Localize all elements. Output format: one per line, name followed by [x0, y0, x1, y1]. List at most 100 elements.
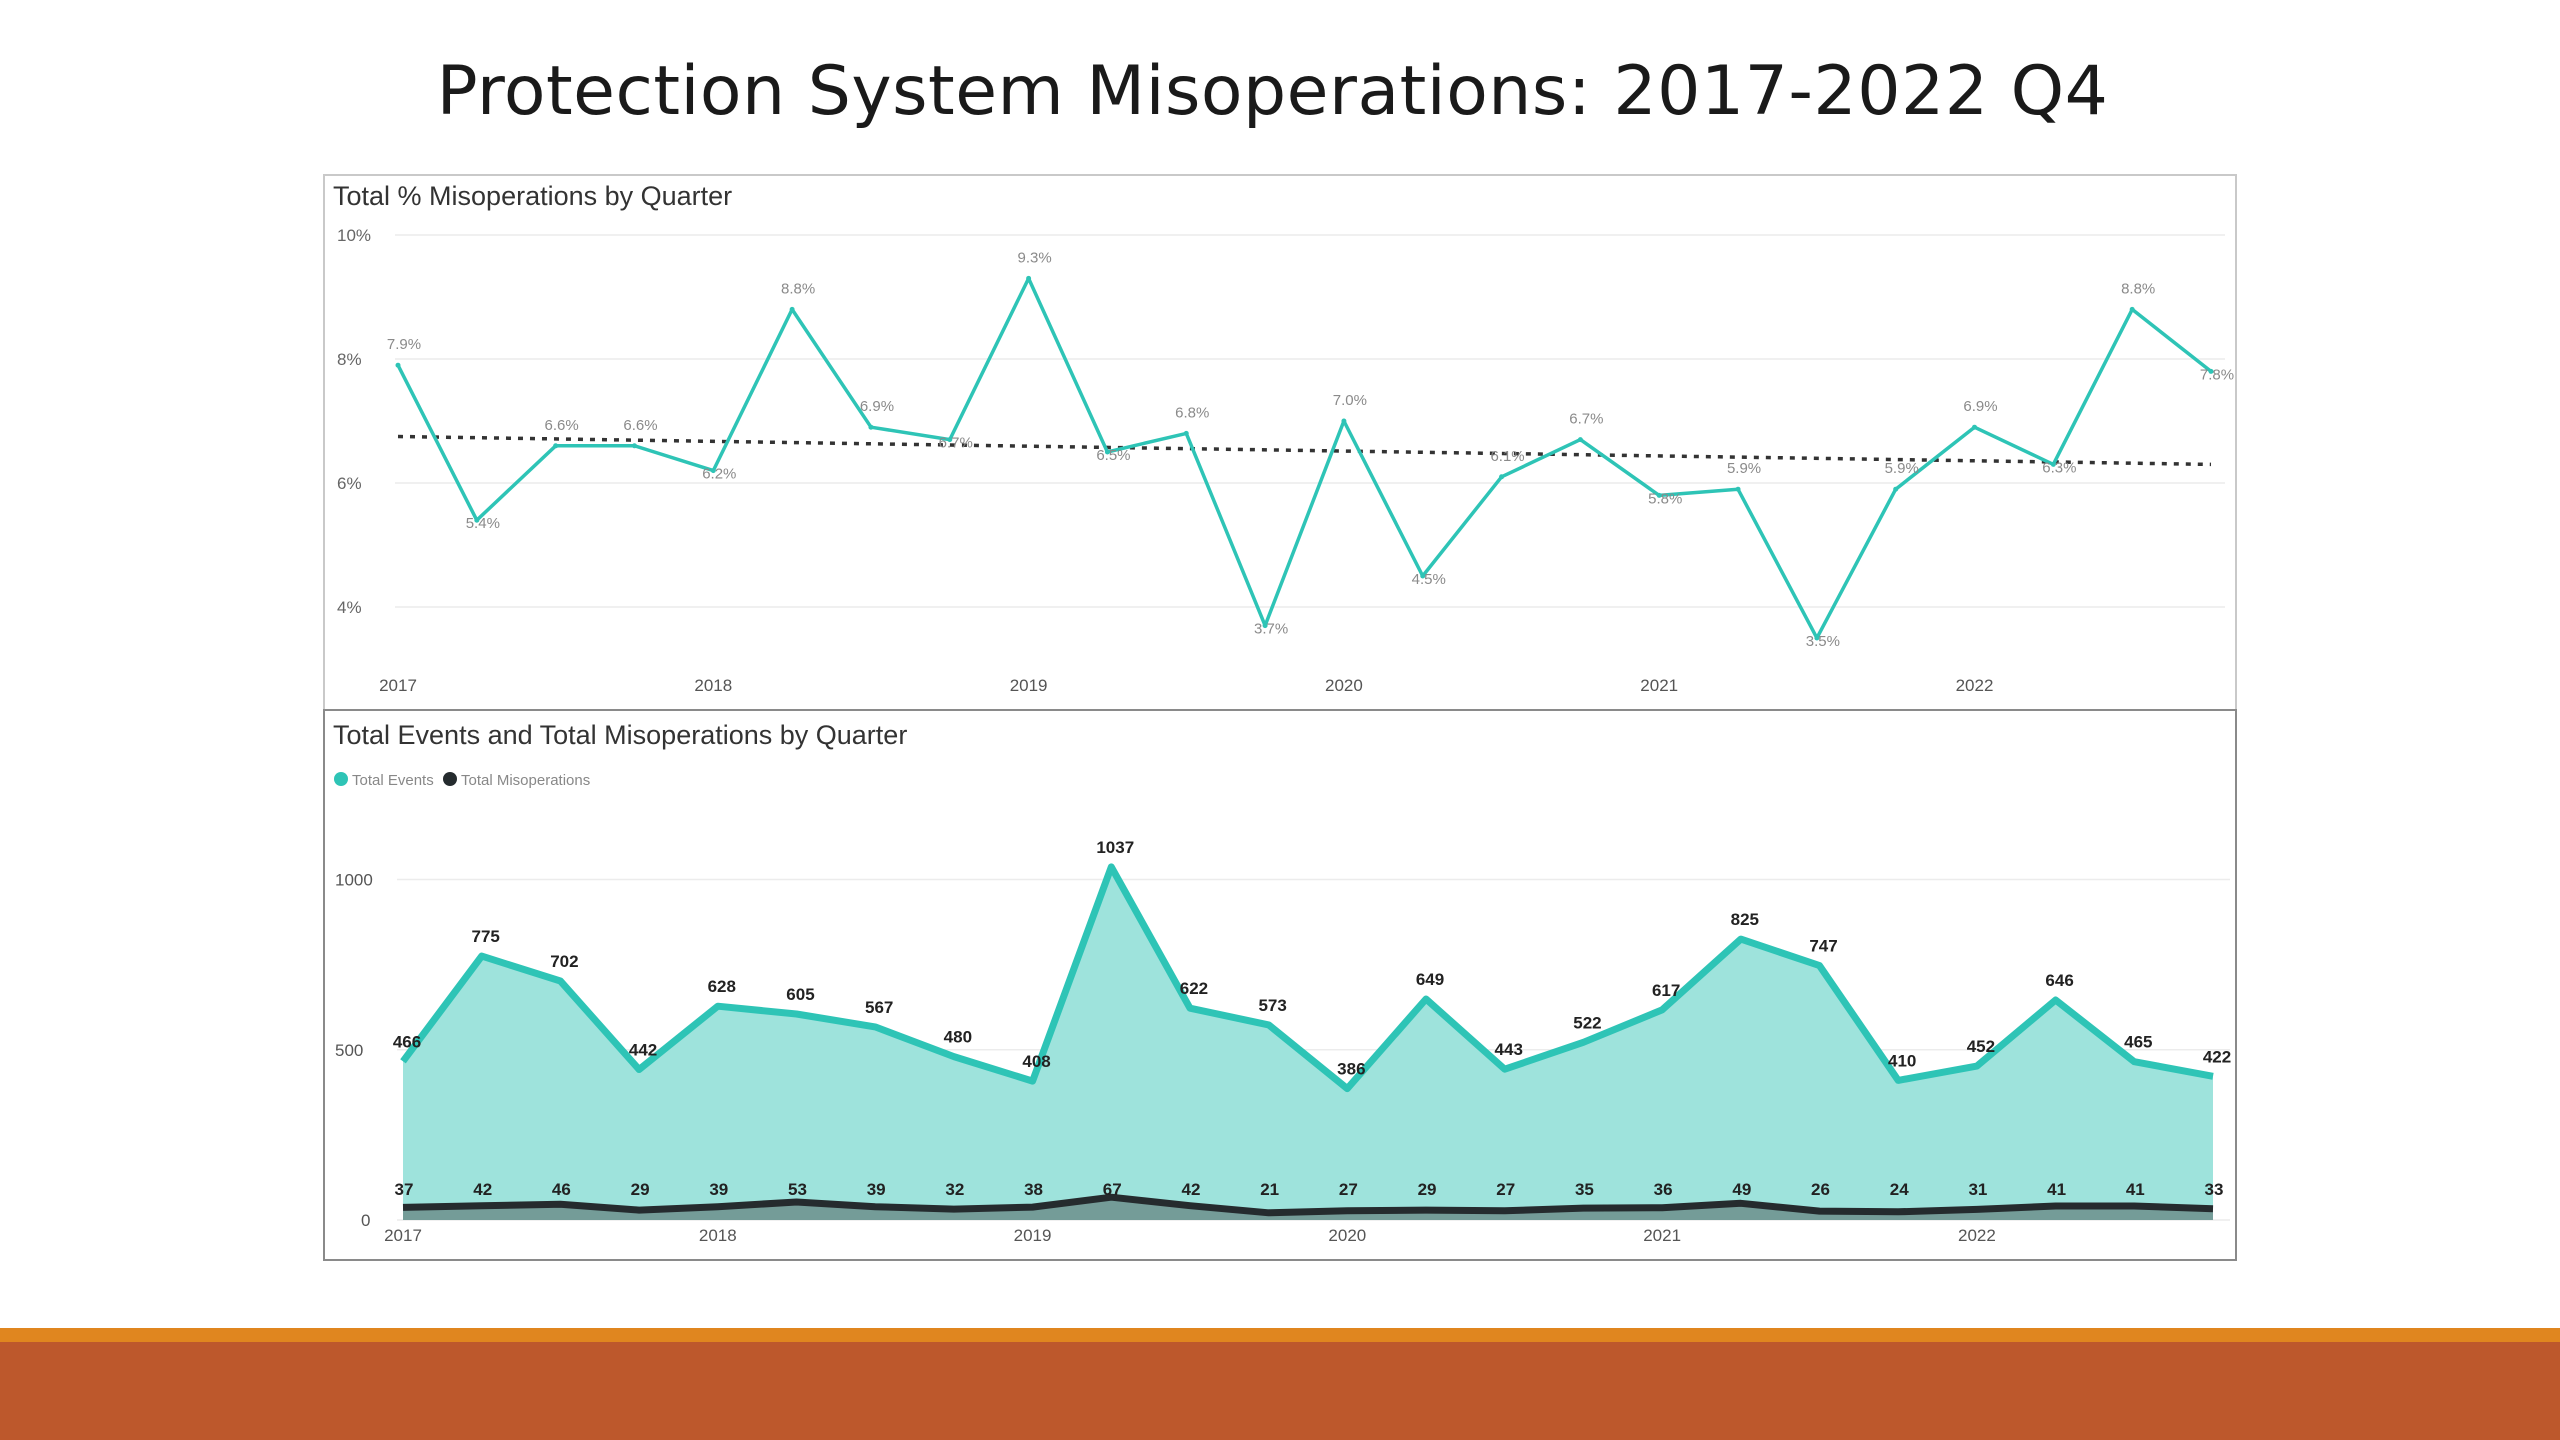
x-tick-label: 2017 [379, 676, 417, 695]
misoperations-data-label: 33 [2205, 1180, 2224, 1199]
events-data-label: 442 [629, 1040, 657, 1059]
misoperations-data-label: 53 [788, 1180, 807, 1199]
x-tick-label: 2018 [699, 1226, 737, 1245]
data-point [1262, 623, 1268, 629]
data-label: 5.4% [466, 515, 500, 532]
misoperations-data-label: 46 [552, 1180, 571, 1199]
data-label: 5.9% [1885, 460, 1919, 477]
data-point [947, 437, 953, 443]
events-data-label: 605 [786, 985, 814, 1004]
events-misoperations-chart: Total Events and Total Misoperations by … [323, 709, 2237, 1261]
data-point [474, 517, 480, 523]
misoperations-data-label: 39 [867, 1180, 886, 1199]
data-label: 5.8% [1648, 490, 1682, 507]
data-label: 7.8% [2200, 366, 2234, 383]
misoperations-data-label: 36 [1654, 1180, 1673, 1199]
events-data-label: 443 [1495, 1040, 1523, 1059]
events-data-label: 480 [944, 1028, 972, 1047]
misoperations-data-label: 21 [1260, 1180, 1279, 1199]
percent-misoperations-chart: Total % Misoperations by Quarter 10% 8% 6% 4… [323, 174, 2237, 711]
data-label: 5.9% [1727, 460, 1761, 477]
x-tick-label: 2019 [1014, 1226, 1052, 1245]
misoperations-data-label: 27 [1339, 1180, 1358, 1199]
events-data-label: 573 [1258, 996, 1286, 1015]
data-point [553, 443, 559, 449]
data-label: 6.7% [939, 435, 973, 452]
data-point [1735, 486, 1741, 492]
x-tick-label: 2021 [1643, 1226, 1681, 1245]
x-tick-label: 2021 [1640, 676, 1678, 695]
data-point [631, 443, 637, 449]
percent-line-chart-svg: Total % Misoperations by Quarter 10% 8% 6% 4… [333, 181, 2234, 695]
data-label: 7.0% [1333, 392, 1367, 409]
data-point [1814, 635, 1820, 641]
events-data-label: 622 [1180, 979, 1208, 998]
data-label: 4.5% [1412, 571, 1446, 588]
data-label: 6.6% [623, 417, 657, 434]
misoperations-data-label: 42 [473, 1180, 492, 1199]
data-label: 3.7% [1254, 621, 1288, 638]
y-tick-label: 0 [361, 1211, 370, 1230]
x-tick-label: 2019 [1010, 676, 1048, 695]
events-data-label: 386 [1337, 1060, 1365, 1079]
data-label: 9.3% [1018, 249, 1052, 266]
y-tick-label: 6% [337, 474, 362, 493]
data-label: 6.9% [860, 398, 894, 415]
events-data-label: 1037 [1096, 838, 1134, 857]
data-point [1420, 573, 1426, 579]
chart-title: Total Events and Total Misoperations by … [333, 720, 907, 750]
y-tick-label: 4% [337, 598, 362, 617]
events-data-label: 775 [472, 927, 500, 946]
chart-title: Total % Misoperations by Quarter [333, 181, 732, 211]
data-label: 6.5% [1096, 447, 1130, 464]
misoperations-data-label: 39 [709, 1180, 728, 1199]
events-data-label: 422 [2203, 1047, 2231, 1066]
events-data-label: 628 [708, 977, 736, 996]
data-point [710, 468, 716, 474]
x-tick-label: 2022 [1956, 676, 1994, 695]
events-data-label: 702 [550, 952, 578, 971]
data-point [1104, 449, 1110, 455]
data-label: 8.8% [2121, 280, 2155, 297]
misoperation-percent-line [396, 276, 2213, 640]
total-misoperations-line [402, 1193, 2214, 1217]
data-label: 3.5% [1806, 633, 1840, 650]
misoperations-data-label: 49 [1732, 1180, 1751, 1199]
x-tick-label: 2018 [694, 676, 732, 695]
events-data-label: 410 [1888, 1051, 1916, 1070]
data-point [1026, 275, 1032, 281]
misoperations-data-label: 29 [1418, 1180, 1437, 1199]
data-point [1577, 437, 1583, 443]
x-tick-label: 2022 [1958, 1226, 1996, 1245]
x-tick-label: 2020 [1328, 1226, 1366, 1245]
events-data-label: 747 [1809, 937, 1837, 956]
events-area-chart-svg: Total Events and Total Misoperations by … [333, 720, 2231, 1245]
total-misoperations-area [403, 1197, 2213, 1220]
events-data-label: 452 [1967, 1037, 1995, 1056]
x-tick-label: 2020 [1325, 676, 1363, 695]
y-tick-label: 1000 [335, 871, 373, 890]
y-tick-label: 10% [337, 226, 371, 245]
data-point [1972, 424, 1978, 430]
slide-title: Protection System Misoperations: 2017-20… [436, 52, 2109, 131]
events-data-label: 567 [865, 998, 893, 1017]
events-data-label: 617 [1652, 981, 1680, 1000]
data-point [789, 306, 795, 312]
data-label: 6.7% [1569, 411, 1603, 428]
data-label: 6.8% [1175, 404, 1209, 421]
data-label: 6.6% [545, 417, 579, 434]
legend-label: Total Misoperations [461, 772, 590, 789]
events-data-label: 522 [1573, 1013, 1601, 1032]
data-label: 6.9% [1963, 398, 1997, 415]
total-events-area [403, 866, 2213, 1220]
data-point [1656, 492, 1662, 498]
data-point [2129, 306, 2135, 312]
trend-line [397, 434, 2212, 467]
misoperations-data-label: 42 [1181, 1180, 1200, 1199]
data-label: 6.3% [2042, 459, 2076, 476]
misoperations-data-label: 24 [1890, 1180, 1909, 1199]
misoperations-data-label: 41 [2047, 1180, 2066, 1199]
data-point [1183, 430, 1189, 436]
misoperations-data-label: 35 [1575, 1180, 1594, 1199]
x-tick-label: 2017 [384, 1226, 422, 1245]
